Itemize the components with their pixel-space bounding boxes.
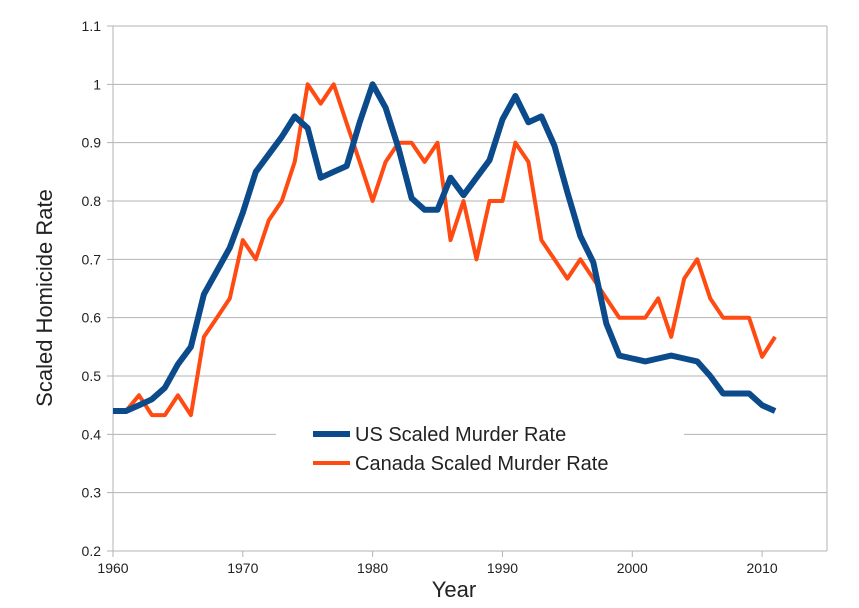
x-axis-title: Year [432, 577, 476, 602]
y-tick-label: 0.6 [82, 310, 102, 326]
x-tick-label: 1970 [227, 560, 258, 576]
y-tick-label: 0.8 [82, 193, 102, 209]
y-tick-label: 1.1 [82, 18, 102, 34]
y-tick-label: 0.7 [82, 251, 102, 267]
y-tick-label: 0.2 [82, 543, 102, 559]
y-tick-label: 0.5 [82, 368, 102, 384]
legend-label-canada: Canada Scaled Murder Rate [355, 453, 608, 475]
legend-label-us: US Scaled Murder Rate [355, 424, 566, 446]
y-tick-label: 1 [93, 76, 101, 92]
x-tick-label: 2010 [747, 560, 778, 576]
series-lines [113, 81, 777, 418]
y-tick-label: 0.9 [82, 135, 102, 151]
y-axis-title: Scaled Homicide Rate [32, 189, 57, 407]
x-tick-label: 2000 [617, 560, 648, 576]
x-tick-label: 1980 [357, 560, 388, 576]
y-tick-labels: 0.2 0.3 0.4 0.5 0.6 0.7 0.8 0.9 1 1.1 [82, 18, 102, 559]
y-tick-label: 0.3 [82, 485, 102, 501]
series-line-us [113, 81, 777, 414]
x-tick-label: 1990 [487, 560, 518, 576]
legend-box [276, 418, 684, 480]
y-tick-label: 0.4 [82, 426, 102, 442]
x-tick-labels: 1960 1970 1980 1990 2000 2010 [97, 560, 777, 576]
x-tick-label: 1960 [97, 560, 128, 576]
series-line-canada [113, 82, 777, 418]
gridlines [107, 25, 828, 557]
